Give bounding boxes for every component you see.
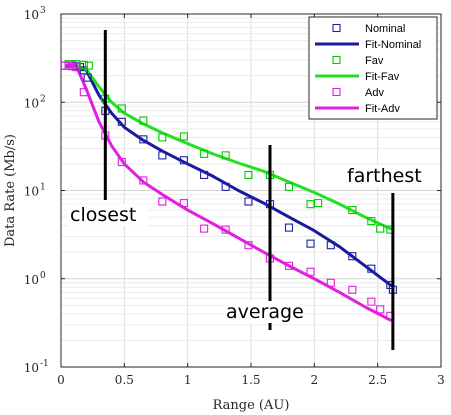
y-tick-label: 10 xyxy=(24,185,39,199)
x-tick-label: 0 xyxy=(57,373,65,387)
y-tick-label: 10 xyxy=(24,8,39,22)
y-tick-exponent: -1 xyxy=(40,359,49,369)
legend-label-adv: Adv xyxy=(365,87,384,99)
legend: Nominal Fit-Nominal Fav Fit-Fav Adv Fit-Adv xyxy=(309,17,437,119)
annotation-label-farthest: farthest xyxy=(347,165,422,187)
x-tick-label: 2 xyxy=(311,373,319,387)
y-tick-exponent: 3 xyxy=(40,6,46,16)
y-axis-label: Data Rate (Mb/s) xyxy=(3,134,18,247)
legend-label-fav: Fav xyxy=(365,55,384,67)
x-tick-label: 1 xyxy=(184,373,192,387)
y-tick-label: 10 xyxy=(24,361,39,375)
annotation-label-closest: closest xyxy=(70,204,136,226)
x-axis-label: Range (AU) xyxy=(213,398,290,413)
y-tick-exponent: 1 xyxy=(40,183,46,193)
x-tick-label: 3 xyxy=(437,373,445,387)
y-tick-label: 10 xyxy=(24,273,39,287)
annotation-label-average: average xyxy=(226,301,304,323)
legend-label-fit-adv: Fit-Adv xyxy=(365,103,400,115)
x-tick-label: 0.5 xyxy=(115,373,134,387)
x-tick-label: 2.5 xyxy=(368,373,387,387)
y-tick-exponent: 2 xyxy=(40,94,46,104)
legend-label-nominal: Nominal xyxy=(365,23,405,35)
y-tick-exponent: 0 xyxy=(40,271,46,281)
legend-label-fit-fav: Fit-Fav xyxy=(365,71,400,83)
legend-label-fit-nominal: Fit-Nominal xyxy=(365,39,421,51)
x-tick-labels: 0 0.5 1 1.5 2 2.5 3 xyxy=(57,373,445,387)
y-tick-label: 10 xyxy=(24,96,39,110)
x-tick-label: 1.5 xyxy=(241,373,260,387)
